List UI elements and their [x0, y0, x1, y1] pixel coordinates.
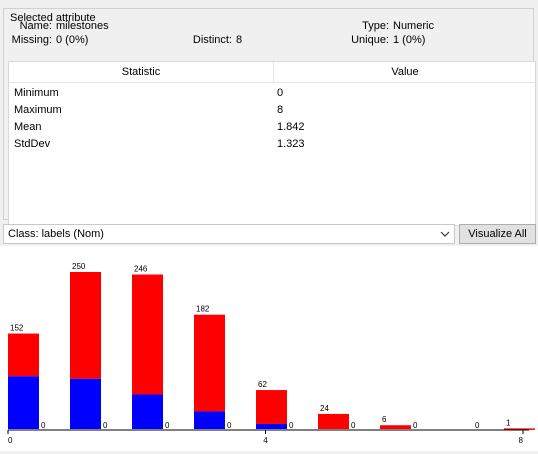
- type-value: Numeric: [393, 20, 434, 32]
- x-axis-tick-label: 8: [519, 436, 524, 445]
- histogram-bar-blue: [256, 423, 287, 429]
- selected-attribute-legend: Selected attribute: [8, 12, 98, 24]
- unique-label: Unique:: [351, 34, 389, 46]
- name-label: Name:: [19, 20, 52, 32]
- missing-value: 0 (0%): [56, 34, 89, 46]
- histogram-bar-blue: [8, 376, 39, 429]
- stat-name: StdDev: [14, 138, 51, 150]
- chevron-down-icon: [440, 231, 450, 237]
- bar-count-label: 24: [320, 404, 329, 413]
- unique-value: 1 (0%): [393, 34, 426, 46]
- stat-name: Minimum: [14, 87, 59, 99]
- selected-attribute-panel: Selected attribute Name: milestones Type…: [3, 8, 536, 226]
- stat-value: 0: [277, 87, 284, 99]
- distinct-label: Distinct:: [192, 34, 232, 46]
- distinct-value: 8: [236, 34, 243, 46]
- statistics-table[interactable]: Statistic Value Minimum 0 Maximum 8 Mean…: [8, 61, 536, 226]
- bar-count-label: 62: [258, 380, 267, 389]
- stat-value: 1.842: [277, 121, 305, 133]
- x-axis-tick-label: 0: [8, 436, 13, 445]
- histogram-bar-red: [132, 274, 163, 395]
- name-value: milestones: [56, 20, 109, 32]
- stat-value: 8: [277, 104, 284, 116]
- class-histogram: 152 0 250 0 246 0 182 0 62 0 24 0 6 0 0 1 0 4 8: [0, 246, 538, 451]
- bar-count-label: 246: [134, 265, 148, 274]
- histogram-bar-red: [318, 413, 349, 429]
- visualize-all-button[interactable]: Visualize All: [459, 224, 536, 244]
- bar-zero-label: 0: [351, 421, 356, 430]
- histogram-bar-red: [70, 272, 101, 379]
- bar-zero-label: 0: [413, 421, 418, 430]
- stat-name: Maximum: [14, 104, 62, 116]
- missing-label: Missing:: [11, 34, 52, 46]
- bar-zero-label: 0: [227, 421, 232, 430]
- column-header-statistic[interactable]: Statistic: [9, 62, 274, 82]
- histogram-bar-red: [194, 314, 225, 412]
- bar-count-label: 250: [72, 262, 86, 271]
- bar-zero-label: 0: [41, 421, 46, 430]
- histogram-bar-red: [380, 425, 411, 429]
- class-select-value: Class: labels (Nom): [8, 228, 104, 240]
- table-row[interactable]: Mean 1.842: [9, 119, 535, 136]
- bar-zero-label: 0: [165, 421, 170, 430]
- histogram-bar-red: [8, 333, 39, 377]
- bar-count-label: 152: [10, 324, 24, 333]
- histogram-chart: 152 0 250 0 246 0 182 0 62 0 24 0 6 0 0 1 0 4 8: [7, 262, 535, 445]
- bar-count-label: 182: [196, 305, 210, 314]
- stat-name: Mean: [14, 121, 42, 133]
- table-header: Statistic Value: [9, 62, 535, 83]
- bar-zero-label: 0: [475, 421, 480, 430]
- table-row[interactable]: StdDev 1.323: [9, 136, 535, 153]
- histogram-bar-blue: [132, 394, 163, 429]
- column-header-value[interactable]: Value: [391, 66, 419, 78]
- table-row[interactable]: Minimum 0: [9, 85, 535, 102]
- class-select-dropdown[interactable]: Class: labels (Nom): [3, 224, 455, 244]
- type-label: Type:: [362, 20, 389, 32]
- bar-zero-label: 0: [289, 421, 294, 430]
- histogram-bar-red: [256, 390, 287, 424]
- histogram-bar-red: [504, 428, 535, 430]
- bar-count-label: 6: [382, 415, 387, 424]
- bar-zero-label: 0: [103, 421, 108, 430]
- x-axis-tick-label: 4: [263, 436, 268, 445]
- histogram-bar-blue: [194, 411, 225, 429]
- histogram-bar-blue: [70, 378, 101, 429]
- table-row[interactable]: Maximum 8: [9, 102, 535, 119]
- bar-count-label: 1: [506, 418, 511, 427]
- stat-value: 1.323: [277, 138, 305, 150]
